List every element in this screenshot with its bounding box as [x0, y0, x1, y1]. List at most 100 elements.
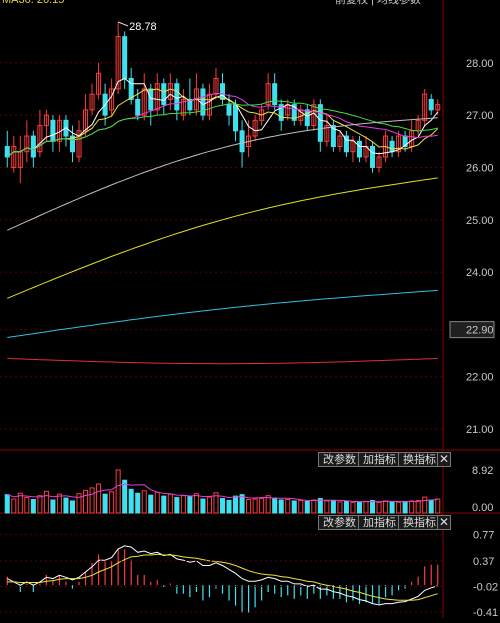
volume-bar [219, 498, 226, 514]
candle-body [11, 146, 17, 168]
volume-bar [304, 500, 310, 514]
volume-bar [265, 495, 271, 514]
candle-body [187, 98, 193, 111]
candle-body [226, 104, 232, 116]
volume-bar [291, 500, 297, 514]
candle-body [161, 83, 167, 106]
macd-add-indicator-button[interactable]: 加指标 [358, 515, 401, 530]
volume-bar [226, 499, 232, 514]
volume-add-indicator-button[interactable]: 加指标 [358, 452, 401, 467]
volume-bar [193, 493, 199, 514]
high-price-label: 28.78 [129, 21, 157, 33]
candle-body [154, 83, 160, 111]
price-tick-label: 28.00 [466, 58, 494, 70]
volume-bar [167, 493, 173, 514]
candle-body [141, 88, 147, 116]
high-marker-line [117, 21, 129, 27]
price-tick-label: 26.00 [466, 162, 494, 174]
volume-bar [396, 501, 402, 514]
candle-body [4, 146, 10, 158]
volume-bar [206, 496, 212, 514]
volume-close-icon[interactable]: ✕ [437, 452, 451, 467]
volume-bar [83, 489, 89, 514]
volume-bar [389, 501, 395, 514]
volume-bar [17, 492, 23, 514]
volume-bar [356, 501, 362, 514]
candle-body [167, 83, 173, 100]
macd-tick-label: 0.77 [473, 530, 494, 542]
ma120-line [7, 177, 438, 299]
candle-body [30, 135, 36, 158]
candle-body [324, 125, 330, 142]
candle-body [239, 130, 245, 153]
candle-body [219, 83, 226, 100]
macd-change-params-button[interactable]: 改参数 [318, 515, 361, 530]
volume-bar [409, 500, 415, 514]
candle-body [343, 135, 349, 153]
volume-bar [317, 498, 323, 514]
volume-bar [174, 497, 180, 514]
header-right-text: 前复权 | 均线参数 [335, 0, 421, 6]
volume-bar [246, 499, 252, 514]
volume-bar [56, 493, 62, 514]
volume-bar [369, 499, 376, 514]
volume-bar [298, 499, 304, 514]
candle-body [89, 93, 95, 111]
candle-body [128, 77, 134, 100]
ma-header-text: MA30: 26.15 [2, 0, 64, 6]
candle-body [24, 135, 30, 153]
volume-bar [324, 500, 330, 514]
volume-bar [402, 500, 408, 514]
candle-body [50, 119, 56, 142]
macd-dea-line [7, 553, 438, 601]
volume-bar [141, 490, 147, 514]
candle-body [422, 93, 428, 121]
candle-body [304, 109, 310, 127]
volume-bar [272, 497, 278, 514]
price-tick-label: 22.90 [466, 325, 494, 337]
candle-body [83, 109, 89, 132]
volume-bar [50, 499, 56, 514]
volume-bar [96, 483, 102, 514]
candle-body [317, 104, 323, 142]
candle-body [396, 135, 402, 153]
volume-switch-indicator-button[interactable]: 换指标 [398, 452, 441, 467]
candle-body [135, 98, 141, 116]
volume-bar [200, 498, 206, 514]
candle-body [428, 98, 434, 111]
volume-bar [180, 495, 186, 514]
volume-bar [337, 501, 343, 514]
volume-change-params-button[interactable]: 改参数 [318, 452, 361, 467]
macd-switch-indicator-button[interactable]: 换指标 [398, 515, 441, 530]
volume-bar [37, 495, 43, 514]
volume-ma-line [7, 483, 438, 503]
candle-body [69, 135, 76, 153]
volume-bar [252, 498, 258, 514]
volume-bar [63, 497, 69, 514]
ma500-line [7, 357, 438, 365]
candle-body [265, 83, 271, 106]
volume-bar [102, 493, 108, 514]
volume-bar [187, 496, 193, 514]
volume-bar [259, 498, 265, 514]
ma10-line [6, 88, 439, 158]
volume-bar [154, 491, 160, 514]
volume-bar [89, 487, 95, 514]
volume-bar [428, 499, 434, 514]
volume-tick-label: 8.92 [472, 465, 493, 477]
macd-tick-label: -0.02 [473, 581, 498, 593]
candle-body [291, 104, 297, 121]
candle-body [174, 83, 180, 111]
current-price-box [449, 321, 495, 339]
volume-bar [311, 499, 317, 514]
candle-body [350, 140, 356, 153]
candle-body [37, 125, 43, 153]
candle-body [356, 140, 362, 158]
volume-tick-label: 0.00 [472, 502, 493, 514]
volume-bar [161, 495, 167, 514]
volume-bar [43, 490, 49, 514]
price-tick-label: 22.00 [466, 372, 494, 384]
macd-close-icon[interactable]: ✕ [437, 515, 451, 530]
